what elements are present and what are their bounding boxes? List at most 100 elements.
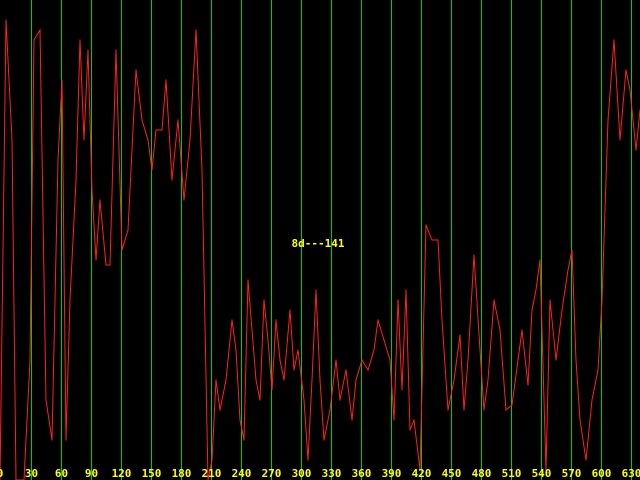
data-point (271, 389, 273, 391)
data-point (255, 379, 257, 381)
data-point (597, 369, 599, 371)
data-point (121, 249, 123, 251)
data-point (239, 419, 241, 421)
data-point (45, 399, 47, 401)
data-point (419, 469, 421, 471)
data-point (607, 119, 609, 121)
data-point (329, 409, 331, 411)
data-point (109, 264, 111, 266)
data-point (397, 299, 399, 301)
data-point (29, 359, 31, 361)
x-tick-label: 300 (292, 467, 312, 480)
x-tick-label: 210 (202, 467, 222, 480)
data-point (467, 359, 469, 361)
data-point (339, 399, 341, 401)
x-tick-label: 330 (322, 467, 342, 480)
data-point (531, 309, 533, 311)
data-point (545, 469, 547, 471)
data-point (521, 329, 523, 331)
data-point (405, 289, 407, 291)
data-point (409, 429, 411, 431)
data-point (377, 319, 379, 321)
data-point (165, 79, 167, 81)
x-tick-label: 270 (262, 467, 282, 480)
data-point (115, 49, 117, 51)
data-point (335, 359, 337, 361)
x-tick-label: 180 (172, 467, 192, 480)
data-point (575, 359, 577, 361)
x-tick-label: 0 (0, 467, 3, 480)
x-tick-label: 630 (622, 467, 640, 480)
data-point (99, 199, 101, 201)
data-point (535, 289, 537, 291)
data-point (251, 329, 253, 331)
data-point (311, 379, 313, 381)
data-point (243, 439, 245, 441)
data-point (561, 309, 563, 311)
data-point (75, 179, 77, 181)
data-point (87, 49, 89, 51)
x-tick-label: 420 (412, 467, 432, 480)
x-tick-label: 570 (562, 467, 582, 480)
data-point (141, 119, 143, 121)
data-point (613, 39, 615, 41)
data-point (225, 379, 227, 381)
x-tick-label: 390 (382, 467, 402, 480)
data-point (351, 419, 353, 421)
x-tick-label: 90 (85, 467, 98, 480)
data-point (293, 369, 295, 371)
data-point (283, 379, 285, 381)
data-point (105, 264, 107, 266)
data-point (319, 379, 321, 381)
series-line (0, 19, 640, 480)
data-point (219, 409, 221, 411)
data-point (211, 459, 213, 461)
data-point (289, 309, 291, 311)
data-point (579, 419, 581, 421)
data-point (57, 159, 59, 161)
data-point (279, 359, 281, 361)
chart-annotation: 8d---141 (292, 237, 345, 250)
data-point (567, 269, 569, 271)
data-point (79, 39, 81, 41)
data-point (275, 319, 277, 321)
data-point (539, 259, 541, 261)
x-tick-label: 450 (442, 467, 462, 480)
data-point (215, 379, 217, 381)
data-point (591, 399, 593, 401)
data-point (355, 379, 357, 381)
data-point (459, 334, 461, 336)
data-point (499, 329, 501, 331)
data-point (263, 299, 265, 301)
data-point (65, 439, 67, 441)
data-point (505, 409, 507, 411)
data-point (247, 279, 249, 281)
x-tick-label: 600 (592, 467, 612, 480)
data-point (527, 384, 529, 386)
data-point (453, 379, 455, 381)
data-point (601, 299, 603, 301)
data-point (161, 129, 163, 131)
data-point (201, 169, 203, 171)
data-point (431, 239, 433, 241)
data-point (629, 89, 631, 91)
data-point (473, 254, 475, 256)
data-point (155, 129, 157, 131)
data-point (447, 409, 449, 411)
data-point (5, 19, 7, 21)
data-point (393, 419, 395, 421)
data-point (151, 169, 153, 171)
data-point (231, 319, 233, 321)
data-point (555, 359, 557, 361)
x-tick-label: 240 (232, 467, 252, 480)
data-point (441, 319, 443, 321)
data-point (383, 339, 385, 341)
x-tick-label: 60 (55, 467, 68, 480)
data-point (625, 69, 627, 71)
x-tick-labels: 0 30 60 90 120 150 180 210 240 270 300 330 360 390 420… (0, 467, 640, 480)
data-point (83, 139, 85, 141)
data-point (483, 409, 485, 411)
x-tick-label: 120 (112, 467, 132, 480)
data-point (259, 399, 261, 401)
